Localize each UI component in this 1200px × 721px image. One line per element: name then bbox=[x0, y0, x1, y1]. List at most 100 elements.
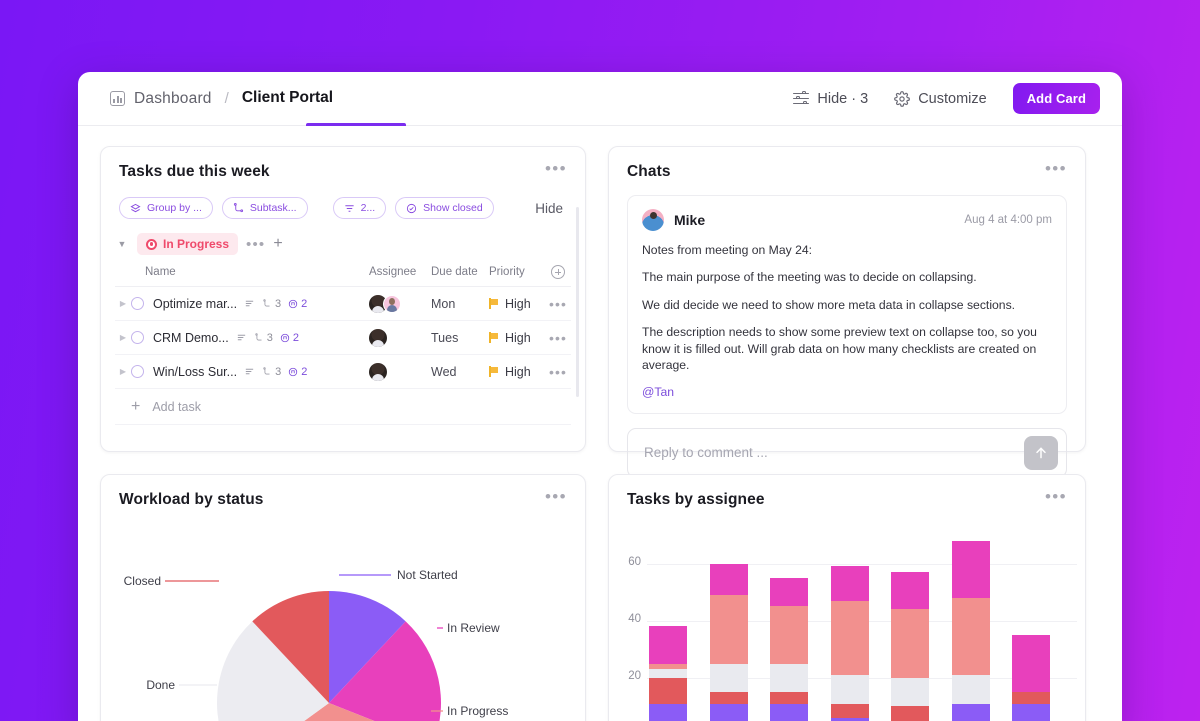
status-badge[interactable]: In Progress bbox=[137, 233, 239, 255]
app-window: Dashboard / Client Portal Hide · 3 Custo… bbox=[78, 72, 1122, 721]
pie-slice-in-progress[interactable] bbox=[238, 703, 433, 721]
bar-segment-in-progress[interactable] bbox=[951, 597, 990, 675]
bar-segment-in-review[interactable] bbox=[649, 626, 687, 664]
chevron-down-icon[interactable]: ▼ bbox=[117, 239, 127, 249]
bar-segment-not-started[interactable] bbox=[770, 703, 808, 721]
bar-segment-closed[interactable] bbox=[1012, 692, 1050, 704]
bar-segment-in-progress[interactable] bbox=[830, 600, 869, 675]
bar-segment-done[interactable] bbox=[830, 675, 869, 704]
priority-label: High bbox=[505, 330, 531, 345]
ellipsis-icon[interactable]: ••• bbox=[544, 487, 567, 506]
bar-column[interactable] bbox=[649, 535, 687, 721]
bar-segment-closed[interactable] bbox=[709, 692, 748, 704]
bar-segment-closed[interactable] bbox=[770, 692, 808, 704]
pie-slice-done[interactable] bbox=[217, 621, 329, 721]
bar-segment-done[interactable] bbox=[709, 663, 748, 693]
bar-segment-in-progress[interactable] bbox=[709, 595, 748, 664]
bar-segment-done[interactable] bbox=[951, 675, 990, 704]
bar-segment-not-started[interactable] bbox=[830, 717, 869, 721]
customize-button[interactable]: Customize bbox=[894, 91, 987, 107]
tasks-hide-link[interactable]: Hide bbox=[535, 200, 563, 216]
assignee-avatars[interactable] bbox=[369, 362, 431, 381]
bar-segment-done[interactable] bbox=[770, 663, 808, 693]
assignee-avatars[interactable] bbox=[369, 328, 431, 347]
row-ellipsis-icon[interactable]: ••• bbox=[548, 295, 567, 312]
add-card-button[interactable]: Add Card bbox=[1012, 83, 1100, 114]
add-column-button[interactable] bbox=[551, 265, 565, 279]
bar-segment-closed[interactable] bbox=[830, 703, 869, 718]
row-expand-icon[interactable]: ▶ bbox=[119, 367, 127, 376]
chats-card: Chats ••• Mike Aug 4 at 4:00 pm Notes fr… bbox=[608, 146, 1086, 478]
row-checkbox[interactable] bbox=[131, 365, 144, 378]
group-ellipsis-icon[interactable]: ••• bbox=[246, 235, 266, 253]
ellipsis-icon[interactable]: ••• bbox=[544, 159, 567, 178]
row-checkbox[interactable] bbox=[131, 297, 144, 310]
workload-by-status-card: Workload by status ••• Not Started In Rev… bbox=[100, 474, 586, 721]
bar-segment-not-started[interactable] bbox=[649, 703, 687, 721]
chip-group-by[interactable]: Group by ... bbox=[119, 197, 213, 219]
bar-column[interactable] bbox=[830, 535, 869, 721]
bar-segment-in-progress[interactable] bbox=[770, 606, 808, 664]
bar-segment-in-review[interactable] bbox=[709, 563, 748, 595]
hide-button[interactable]: Hide · 3 bbox=[793, 90, 868, 107]
due-date: Wed bbox=[431, 364, 457, 379]
breadcrumb-current[interactable]: Client Portal bbox=[241, 88, 334, 106]
bar-column[interactable] bbox=[1012, 535, 1050, 721]
priority-label: High bbox=[505, 364, 531, 379]
ellipsis-icon[interactable]: ••• bbox=[1044, 487, 1067, 506]
breadcrumb-dashboard[interactable]: Dashboard bbox=[134, 89, 212, 107]
flag-icon bbox=[489, 366, 498, 377]
pie-slice-not-started[interactable] bbox=[329, 591, 406, 703]
ellipsis-icon[interactable]: ••• bbox=[1044, 159, 1067, 178]
bar-segment-not-started[interactable] bbox=[1012, 703, 1050, 721]
pie-slice-in-review[interactable] bbox=[329, 621, 441, 721]
pie-slice-closed[interactable] bbox=[252, 591, 329, 703]
table-row[interactable]: ▶ Win/Loss Sur... 3 bbox=[115, 355, 571, 389]
send-button[interactable] bbox=[1024, 435, 1058, 470]
assignee-card-title: Tasks by assignee bbox=[627, 491, 765, 508]
chip-filter[interactable]: 2... bbox=[332, 197, 387, 219]
row-checkbox[interactable] bbox=[131, 331, 144, 344]
bar-segment-in-review[interactable] bbox=[770, 577, 808, 607]
row-expand-icon[interactable]: ▶ bbox=[119, 299, 127, 308]
bar-segment-not-started[interactable] bbox=[709, 703, 748, 721]
bar-segment-in-review[interactable] bbox=[891, 572, 929, 610]
bar-column[interactable] bbox=[709, 535, 748, 721]
table-row[interactable]: ▶ CRM Demo... 3 bbox=[115, 321, 571, 355]
bar-column[interactable] bbox=[891, 535, 929, 721]
chat-mention[interactable]: @Tan bbox=[642, 384, 675, 399]
app-header: Dashboard / Client Portal Hide · 3 Custo… bbox=[78, 72, 1122, 126]
bar-column[interactable] bbox=[951, 535, 990, 721]
chip-subtask[interactable]: Subtask... bbox=[221, 197, 308, 219]
chat-author: Mike bbox=[674, 212, 706, 228]
bar-segment-in-review[interactable] bbox=[951, 540, 990, 598]
assignee-avatars[interactable] bbox=[369, 294, 431, 313]
bar-segment-in-review[interactable] bbox=[830, 566, 869, 601]
bar-segment-closed[interactable] bbox=[649, 677, 687, 704]
attachment-count: 2 bbox=[280, 332, 299, 344]
due-date: Mon bbox=[431, 296, 456, 311]
chat-paragraph: Notes from meeting on May 24: bbox=[642, 243, 813, 257]
flag-icon bbox=[489, 332, 498, 343]
reply-input[interactable] bbox=[644, 445, 1024, 461]
bar-segment-closed[interactable] bbox=[891, 706, 929, 721]
bar-segment-in-review[interactable] bbox=[1012, 635, 1050, 693]
table-row[interactable]: ▶ Optimize mar... 3 bbox=[115, 287, 571, 321]
bar-segment-done[interactable] bbox=[649, 669, 687, 678]
row-expand-icon[interactable]: ▶ bbox=[119, 333, 127, 342]
bar-segment-in-progress[interactable] bbox=[649, 663, 687, 670]
bar-segment-done[interactable] bbox=[891, 677, 929, 707]
pie-label-in-progress: In Progress bbox=[447, 704, 508, 718]
bar-column[interactable] bbox=[770, 535, 808, 721]
row-ellipsis-icon[interactable]: ••• bbox=[548, 329, 567, 346]
row-ellipsis-icon[interactable]: ••• bbox=[548, 363, 567, 380]
bar-segment-in-progress[interactable] bbox=[891, 609, 929, 678]
tasks-scrollbar[interactable] bbox=[576, 207, 579, 397]
chip-show-closed[interactable]: Show closed bbox=[395, 197, 494, 219]
bar-segment-not-started[interactable] bbox=[951, 703, 990, 721]
add-task-button[interactable]: + Add task bbox=[115, 389, 571, 425]
group-plus-icon[interactable]: + bbox=[273, 235, 283, 252]
tasks-filter-chips: Group by ... Subtask... 2... Show closed bbox=[101, 185, 585, 219]
active-tab-underline bbox=[306, 123, 406, 126]
avatar bbox=[642, 209, 664, 231]
